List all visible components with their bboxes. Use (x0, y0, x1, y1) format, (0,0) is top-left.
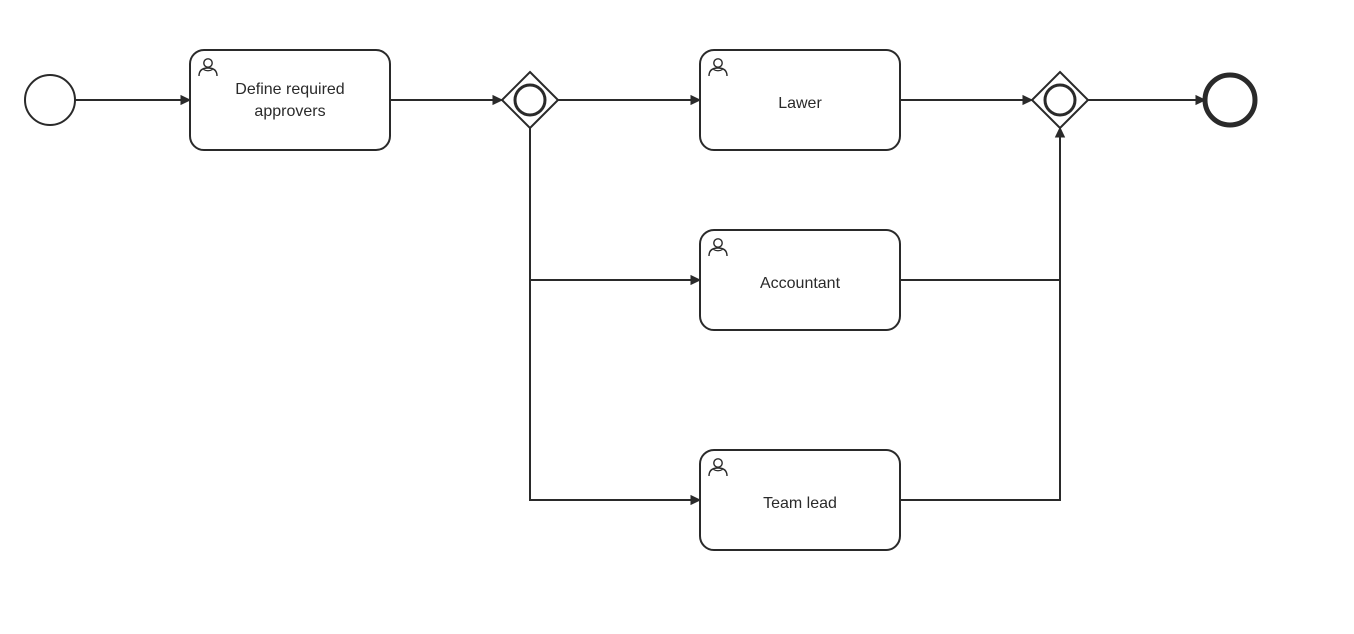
user-task: Lawer (700, 50, 900, 150)
task-label: Lawer (778, 95, 822, 112)
sequence-flow (530, 128, 700, 504)
start-event (25, 75, 75, 125)
arrowhead-icon (691, 276, 700, 285)
user-task: Define required approvers (190, 50, 390, 150)
sequence-flow (530, 128, 700, 284)
sequence-flow (390, 96, 502, 105)
task-label: approvers (254, 103, 325, 120)
sequence-flow (900, 128, 1064, 280)
task-label: Team lead (763, 495, 837, 512)
sequence-flow (75, 96, 190, 105)
sequence-flow (900, 128, 1064, 500)
sequence-flow (558, 96, 700, 105)
end-event (1205, 75, 1255, 125)
task-label: Define required (235, 81, 344, 98)
inclusive-gateway (502, 72, 558, 128)
sequence-flow (1088, 96, 1205, 105)
sequence-flow (900, 96, 1032, 105)
arrowhead-icon (181, 96, 190, 105)
inclusive-gateway (1032, 72, 1088, 128)
task-label: Accountant (760, 275, 841, 292)
user-task: Accountant (700, 230, 900, 330)
arrowhead-icon (691, 496, 700, 505)
user-task: Team lead (700, 450, 900, 550)
arrowhead-icon (691, 96, 700, 105)
bpmn-diagram: Define required approvers Lawer Accountant T… (0, 0, 1354, 634)
